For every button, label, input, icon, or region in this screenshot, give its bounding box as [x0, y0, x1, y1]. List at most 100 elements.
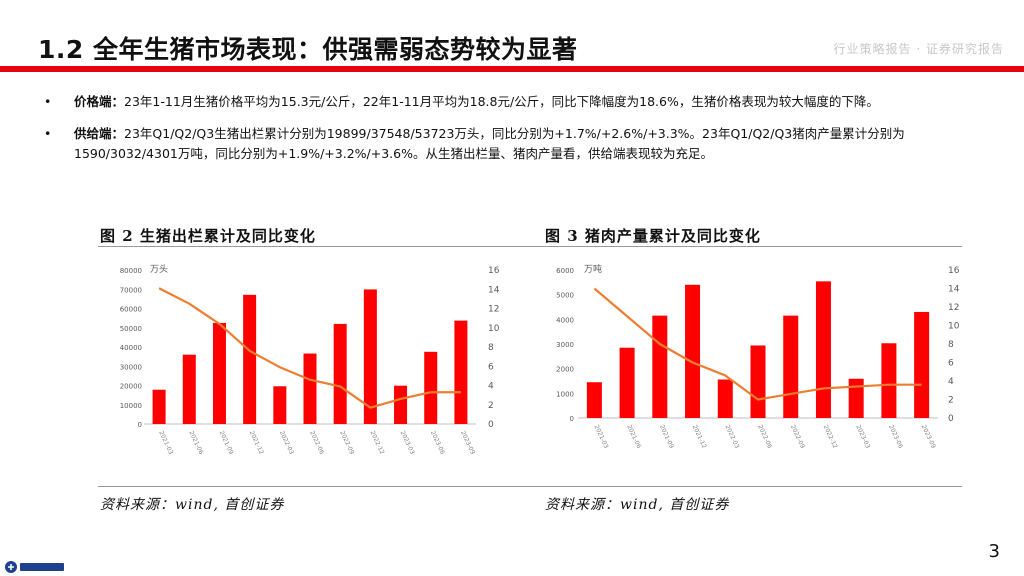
x-tick-label: 2021-03 [157, 430, 174, 456]
y-left-tick-label: 40000 [120, 344, 142, 352]
y-left-tick-label: 80000 [120, 267, 142, 275]
y-right-tick-label: 16 [948, 266, 960, 276]
x-tick-label: 2022-09 [789, 424, 806, 450]
bullet-label: 供给端： [74, 126, 125, 141]
data-bar [212, 322, 226, 424]
y-right-tick-label: 12 [948, 303, 959, 313]
x-tick-label: 2022-12 [822, 424, 839, 450]
data-bar [652, 315, 668, 418]
y-left-tick-label: 3000 [556, 341, 574, 349]
page-title: 1.2 全年生猪市场表现：供强需弱态势较为显著 [38, 35, 578, 64]
figure-3-source: 资料来源：wind, 首创证券 [545, 497, 730, 513]
x-tick-label: 2023-03 [399, 430, 416, 456]
x-tick-label: 2023-06 [429, 430, 446, 456]
bullet-list: • 价格端：23年1-11月生猪价格平均为15.3元/公斤，22年1-11月平均… [44, 92, 974, 176]
bullet-text: 23年1-11月生猪价格平均为15.3元/公斤，22年1-11月平均为18.8元… [124, 94, 879, 109]
y-left-tick-label: 50000 [120, 325, 142, 333]
x-tick-label: 2022-06 [308, 430, 325, 456]
x-tick-label: 2021-12 [691, 424, 708, 450]
pork-output-chart: 万吨 0 1000 2000 3000 4000 5000 6000 0 2 4 6 8 10 12 14 16… [556, 263, 960, 450]
y-right-tick-label: 8 [948, 340, 954, 350]
y-right-tick-label: 2 [488, 401, 494, 411]
y-right-tick-label: 10 [488, 324, 500, 334]
data-bar [363, 289, 377, 424]
unit-label: 万头 [150, 264, 168, 275]
data-bar [586, 382, 602, 418]
y-right-tick-label: 6 [948, 359, 954, 369]
y-left-tick-label: 5000 [556, 292, 574, 300]
x-tick-label: 2022-09 [338, 430, 355, 456]
figure-2-title: 图 2 生猪出栏累计及同比变化 [100, 227, 316, 245]
data-bar [152, 389, 166, 424]
bullet-text: 23年Q1/Q2/Q3生猪出栏累计分别为19899/37548/53723万头，… [74, 126, 905, 161]
y-right-tick-label: 14 [948, 285, 960, 295]
y-left-tick-label: 0 [138, 421, 142, 429]
y-right-tick-label: 0 [948, 414, 954, 424]
y-left-tick-label: 70000 [120, 286, 142, 294]
data-bar [685, 284, 701, 418]
figure-top-rule [98, 246, 962, 247]
data-bar [750, 345, 766, 418]
x-tick-label: 2022-12 [369, 430, 386, 456]
yoy-line [158, 287, 461, 409]
y-left-tick-label: 6000 [556, 267, 574, 275]
x-tick-label: 2023-09 [920, 424, 937, 450]
company-logo-icon [5, 561, 64, 573]
y-left-tick-label: 0 [570, 415, 574, 423]
y-left-tick-label: 30000 [120, 363, 142, 371]
y-left-tick-label: 20000 [120, 383, 142, 391]
figure-bottom-rule [98, 486, 962, 487]
y-left-tick-label: 2000 [556, 366, 574, 374]
unit-label: 万吨 [584, 263, 602, 275]
x-tick-label: 2022-03 [278, 430, 295, 456]
data-bar [881, 343, 897, 418]
x-tick-label: 2021-03 [593, 424, 610, 450]
data-bar [303, 353, 317, 424]
hog-slaughter-chart: 万头01000020000300004000050000600007000080… [120, 264, 500, 456]
y-right-tick-label: 2 [948, 396, 954, 406]
page-number: 3 [988, 541, 1000, 562]
y-left-tick-label: 60000 [120, 306, 142, 314]
y-right-tick-label: 6 [488, 362, 494, 372]
x-tick-label: 2023-06 [887, 424, 904, 450]
y-right-tick-label: 14 [488, 285, 500, 295]
bullet-dot: • [44, 94, 52, 109]
x-tick-label: 2022-03 [723, 424, 740, 450]
x-tick-label: 2022-06 [756, 424, 773, 450]
bullet-dot: • [44, 126, 52, 141]
y-right-tick-label: 8 [488, 343, 494, 353]
y-right-tick-label: 10 [948, 322, 960, 332]
x-tick-label: 2023-03 [854, 424, 871, 450]
data-bar [717, 379, 733, 418]
data-bar [394, 385, 408, 424]
bullet-price: • 价格端：23年1-11月生猪价格平均为15.3元/公斤，22年1-11月平均… [44, 92, 974, 112]
y-right-tick-label: 4 [948, 377, 954, 387]
header-divider [0, 66, 1024, 72]
report-type-tag: 行业策略报告 · 证券研究报告 [833, 42, 1004, 56]
y-left-tick-label: 4000 [556, 316, 574, 324]
data-bar [848, 378, 864, 418]
x-tick-label: 2021-09 [218, 430, 235, 456]
figure-3-title: 图 3 猪肉产量累计及同比变化 [545, 227, 761, 245]
data-bar [783, 315, 799, 418]
x-tick-label: 2021-06 [625, 424, 642, 450]
data-bar [273, 386, 287, 424]
y-right-tick-label: 0 [488, 420, 494, 430]
y-left-tick-label: 1000 [556, 390, 574, 398]
y-right-tick-label: 12 [488, 305, 499, 315]
y-right-tick-label: 4 [488, 382, 494, 392]
data-bar [182, 354, 196, 424]
bullet-supply: • 供给端：23年Q1/Q2/Q3生猪出栏累计分别为19899/37548/53… [44, 124, 974, 164]
x-tick-label: 2023-09 [459, 430, 476, 456]
data-bar [243, 294, 257, 424]
data-bar [914, 311, 930, 418]
x-tick-label: 2021-06 [187, 430, 204, 456]
y-left-tick-label: 10000 [120, 402, 142, 410]
figure-2-source: 资料来源：wind, 首创证券 [100, 497, 285, 513]
x-tick-label: 2021-12 [248, 430, 265, 456]
yoy-line [593, 287, 922, 401]
data-bar [815, 281, 831, 418]
data-bar [333, 323, 347, 424]
data-bar [454, 320, 468, 424]
x-tick-label: 2021-09 [658, 424, 675, 450]
